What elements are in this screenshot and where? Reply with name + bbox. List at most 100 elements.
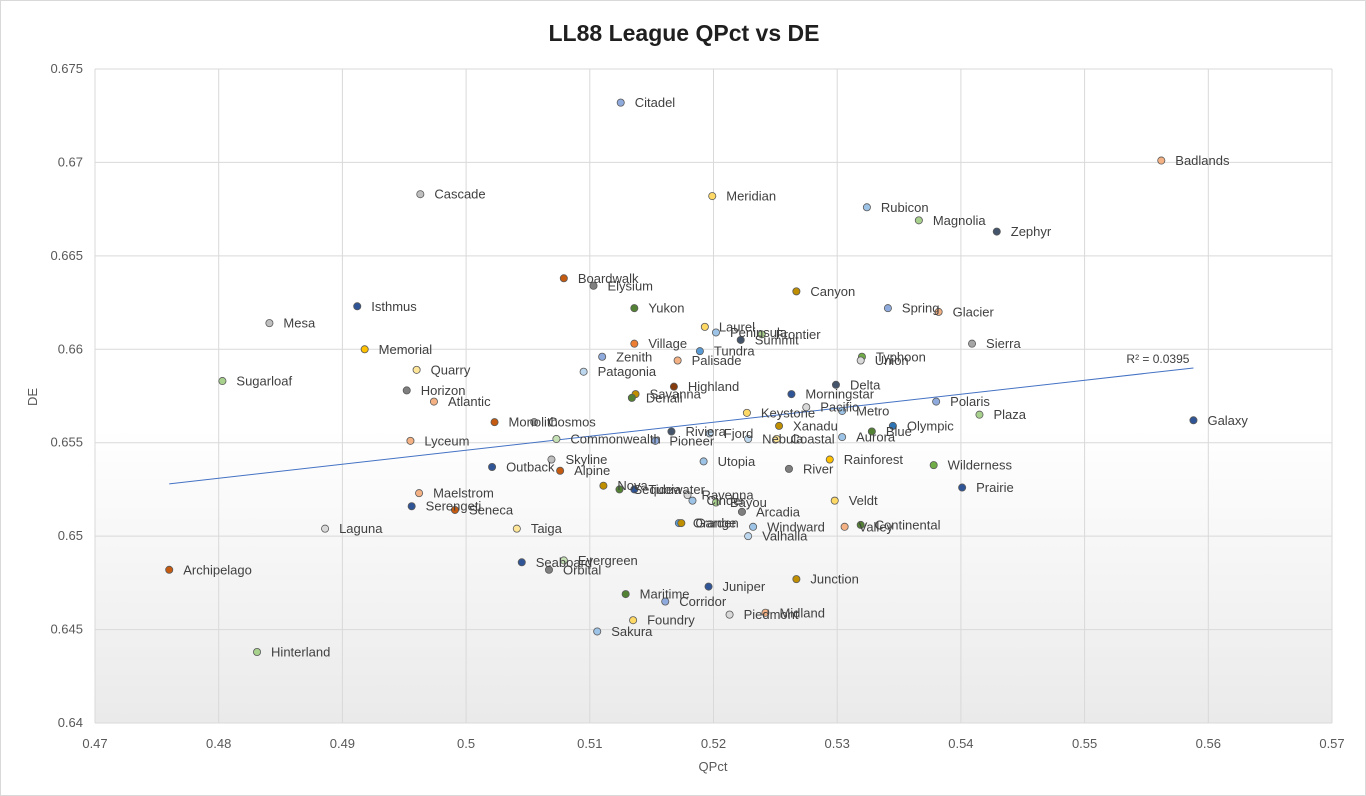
point-label: Horizon <box>421 383 466 398</box>
point-label: Peninsula <box>730 325 788 340</box>
data-point <box>552 434 561 443</box>
data-point <box>888 421 897 430</box>
data-point <box>547 455 556 464</box>
data-point <box>544 565 553 574</box>
y-tick-label: 0.675 <box>50 61 83 76</box>
point-label: Cosmos <box>548 415 596 430</box>
point-label: Sakura <box>611 624 653 639</box>
point-label: Alpine <box>574 463 610 478</box>
point-label: Rubicon <box>881 200 929 215</box>
point-label: Valley <box>859 519 894 534</box>
data-point <box>992 227 1001 236</box>
data-point <box>488 463 497 472</box>
y-tick-label: 0.64 <box>58 715 83 730</box>
x-tick-label: 0.57 <box>1319 736 1344 751</box>
point-label: Tidewater <box>648 482 705 497</box>
data-point <box>772 434 781 443</box>
data-point <box>840 522 849 531</box>
data-point <box>856 356 865 365</box>
data-point <box>736 335 745 344</box>
point-label: Midland <box>779 605 825 620</box>
point-label: Frontier <box>776 327 821 342</box>
data-point <box>630 339 639 348</box>
data-point <box>699 457 708 466</box>
data-point <box>406 436 415 445</box>
data-point <box>412 365 421 374</box>
point-label: Cascade <box>434 187 485 202</box>
point-label: Serengeti <box>426 499 482 514</box>
point-label: Wilderness <box>948 458 1013 473</box>
y-axis-label: DE <box>25 388 40 406</box>
data-point <box>932 397 941 406</box>
point-label: Keystone <box>761 405 815 420</box>
data-point <box>415 489 424 498</box>
data-points <box>165 98 1198 656</box>
point-label: Orange <box>693 516 736 531</box>
point-label: Sequoia <box>633 482 681 497</box>
point-label: Foundry <box>647 613 695 628</box>
y-tick-label: 0.655 <box>50 435 83 450</box>
point-label: Mesa <box>283 316 316 331</box>
point-label: Atlantic <box>448 394 491 409</box>
point-label: Valhalla <box>762 529 808 544</box>
point-label: Orbital <box>563 562 601 577</box>
y-tick-label: 0.67 <box>58 154 83 169</box>
point-label: Elysium <box>608 278 654 293</box>
point-label: Summit <box>755 332 799 347</box>
data-point <box>862 203 871 212</box>
data-point <box>667 427 676 436</box>
data-point <box>559 556 568 565</box>
data-point <box>744 434 753 443</box>
point-label: Glacier <box>953 304 995 319</box>
data-point <box>253 647 262 656</box>
point-label: Corridor <box>679 594 727 609</box>
data-point <box>725 610 734 619</box>
data-point <box>630 304 639 313</box>
point-label: Seaboard <box>536 555 592 570</box>
point-label: Cinder <box>706 493 745 508</box>
data-point <box>792 575 801 584</box>
point-label: Piedmont <box>744 607 799 622</box>
point-label: Delta <box>850 377 881 392</box>
x-tick-label: 0.55 <box>1072 736 1097 751</box>
x-axis-label: QPct <box>699 759 728 774</box>
chart-title: LL88 League QPct vs DE <box>549 20 820 46</box>
x-tick-label: 0.56 <box>1196 736 1221 751</box>
point-labels: Citadel Badlands Cascade Meridian Rubicon Mag… <box>183 95 1248 659</box>
data-point <box>353 302 362 311</box>
axis-ticks: 0.47 0.48 0.49 0.5 0.51 0.52 0.53 0.54 0.55 0.56 0… <box>50 61 1344 751</box>
data-point <box>490 418 499 427</box>
point-label: Continental <box>875 517 941 532</box>
data-point <box>629 616 638 625</box>
data-point <box>579 367 588 376</box>
point-label: Sugarloaf <box>236 374 292 389</box>
point-label: Highland <box>688 379 739 394</box>
data-point <box>651 436 660 445</box>
point-label: Isthmus <box>371 299 417 314</box>
point-label: Nova <box>617 478 648 493</box>
point-label: Lyceum <box>424 433 469 448</box>
point-label: Plaza <box>993 407 1026 422</box>
x-tick-label: 0.49 <box>330 736 355 751</box>
data-point <box>711 328 720 337</box>
point-label: Galaxy <box>1207 413 1248 428</box>
trendline-group: R² = 0.0395 <box>169 352 1194 485</box>
data-point <box>1189 416 1198 425</box>
data-point <box>407 502 416 511</box>
point-label: Village <box>648 336 687 351</box>
point-label: Savanna <box>650 387 702 402</box>
data-point <box>737 507 746 516</box>
x-tick-label: 0.51 <box>577 736 602 751</box>
point-label: Evergreen <box>578 553 638 568</box>
data-point <box>218 377 227 386</box>
point-label: Blue <box>886 424 912 439</box>
point-label: Rainforest <box>844 452 904 467</box>
data-point <box>429 397 438 406</box>
point-label: Tundra <box>714 344 755 359</box>
data-point <box>914 216 923 225</box>
point-label: Bayou <box>730 495 767 510</box>
data-point <box>512 524 521 533</box>
data-point <box>802 403 811 412</box>
